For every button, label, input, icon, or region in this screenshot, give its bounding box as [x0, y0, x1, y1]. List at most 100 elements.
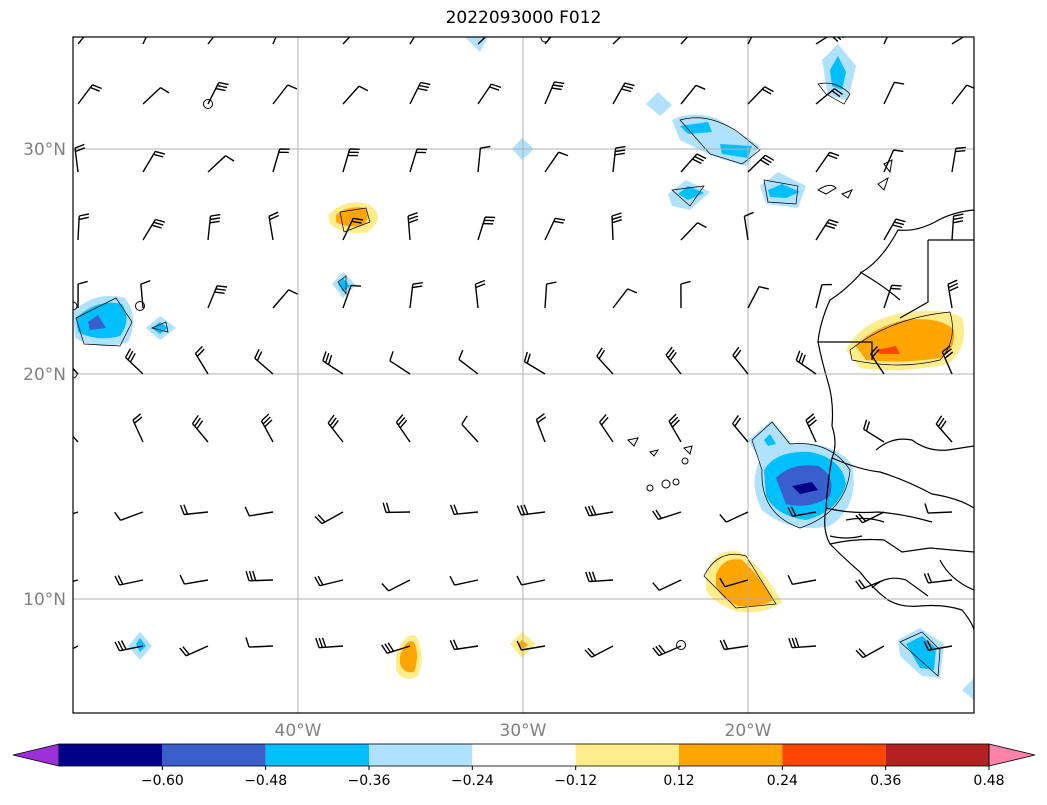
wind-barb — [612, 82, 635, 105]
wind-barb — [535, 413, 547, 443]
wind-barb — [268, 211, 279, 241]
wind-barb — [870, 346, 885, 375]
wind-barb — [179, 504, 209, 516]
wind-barb — [245, 637, 274, 648]
wind-barb — [207, 285, 228, 309]
wind-barb — [342, 148, 360, 173]
colorbar-extend-high — [988, 743, 1036, 767]
wind-barb — [114, 511, 144, 521]
colorbar-tick-label: −0.36 — [348, 773, 391, 789]
wind-barb — [477, 83, 502, 105]
wind-barb — [142, 150, 166, 173]
wind-barb — [342, 37, 351, 45]
wind-barb — [680, 222, 707, 241]
wind-barb — [381, 642, 411, 654]
wind-barb — [260, 413, 274, 443]
wind-barb — [449, 504, 479, 515]
colorbar-tick-label: −0.12 — [554, 773, 597, 789]
wind-barb — [74, 143, 85, 173]
wind-barb — [883, 218, 906, 241]
wind-barb — [719, 577, 749, 588]
colorbar-tick-label: 0.12 — [663, 773, 694, 789]
wind-barb — [855, 511, 885, 524]
wind-barb — [516, 640, 546, 651]
wind-barb — [668, 413, 682, 443]
colorbar-tick-label: −0.24 — [451, 773, 494, 789]
wind-barb — [923, 572, 953, 584]
colorbar: −0.60 −0.48 −0.36 −0.24 −0.12 0.12 0.24 0.36 0.4… — [12, 743, 1036, 789]
wind-barb — [883, 149, 904, 173]
wind-barb — [815, 219, 839, 241]
wind-barb — [477, 216, 496, 241]
wind-barb — [719, 639, 749, 651]
wind-barb — [883, 81, 905, 105]
wind-barb — [747, 86, 774, 105]
wind-barb — [207, 37, 215, 45]
wind-barb — [855, 579, 885, 590]
wind-barb — [132, 413, 144, 443]
wind-barb — [314, 511, 344, 525]
wind-barb — [665, 346, 682, 375]
wind-barb — [449, 575, 479, 586]
wind-barb — [747, 154, 775, 173]
wind-barb — [191, 414, 209, 443]
wind-barb — [409, 81, 431, 105]
wind-barb — [747, 37, 753, 45]
wind-barb — [272, 148, 290, 173]
wind-barb — [612, 288, 638, 309]
wind-barb — [787, 574, 817, 585]
wind-barb — [788, 637, 817, 649]
wind-barb — [142, 218, 166, 241]
lat-tick-20n: 20°N — [23, 365, 66, 385]
wind-barb — [207, 155, 235, 173]
wind-barb — [680, 84, 706, 105]
wind-barb — [272, 84, 298, 105]
colorbar-tick-label: 0.36 — [870, 773, 901, 789]
wind-barb — [544, 281, 557, 309]
wind-barb — [732, 346, 749, 375]
wind-barb — [207, 213, 221, 241]
wind-barb — [652, 579, 682, 591]
wind-barb — [314, 575, 344, 587]
wind-barb — [516, 575, 546, 586]
wind-barb — [883, 284, 902, 309]
wind-barb — [140, 280, 151, 309]
colorbar-bin — [265, 744, 369, 766]
wind-barb — [207, 81, 229, 105]
wind-barb — [477, 37, 487, 45]
lat-tick-10n: 10°N — [23, 590, 66, 610]
wind-barb — [73, 511, 79, 515]
colorbar-bin — [369, 744, 473, 766]
wind-barb — [381, 579, 411, 592]
wind-barb — [544, 37, 552, 45]
lon-tick-20w: 20°W — [725, 721, 772, 741]
map-frame — [72, 36, 975, 714]
wind-barb — [544, 81, 565, 105]
colorbar-bin — [679, 744, 783, 766]
wind-barb — [599, 414, 614, 443]
wind-barb — [407, 212, 419, 241]
wind-barb — [855, 645, 885, 659]
wind-barb — [179, 645, 209, 657]
wind-barb — [923, 640, 953, 651]
wind-barb — [382, 502, 411, 514]
wind-barb — [179, 574, 209, 585]
wind-barb — [474, 279, 486, 309]
wind-barb — [743, 211, 754, 241]
wind-barb — [815, 283, 832, 309]
wind-barb — [272, 289, 298, 309]
wind-barb — [458, 349, 479, 375]
wind-barb — [315, 637, 344, 649]
wind-barb — [114, 575, 144, 586]
wind-barb — [815, 88, 844, 105]
colorbar-outline — [58, 743, 990, 767]
map-panel — [73, 37, 974, 713]
wind-barb — [951, 37, 965, 45]
wind-barb — [516, 504, 546, 516]
wind-barb — [409, 282, 423, 309]
wind-barb — [142, 37, 147, 45]
wind-barb — [652, 509, 682, 521]
wind-barb — [747, 286, 769, 309]
lon-tick-40w: 40°W — [275, 721, 322, 741]
wind-barb — [389, 351, 411, 375]
